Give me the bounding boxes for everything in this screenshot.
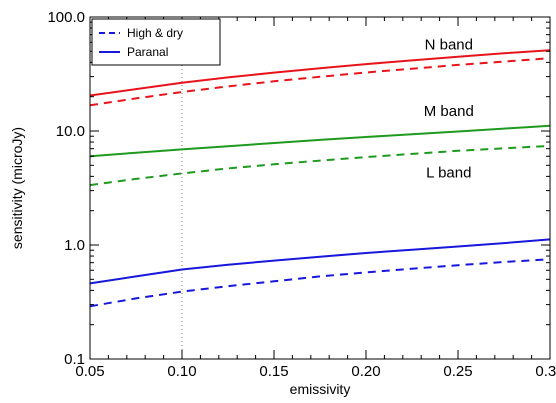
- series-line-n-band-paranal: [89, 49, 551, 97]
- y-tick-label: 10.0: [56, 123, 85, 140]
- series-line-l-band-paranal: [89, 238, 551, 285]
- y-tick-label: 0.1: [64, 351, 85, 368]
- series-line-l-band-high-dry: [89, 258, 551, 308]
- x-tick-label: 0.30: [535, 363, 556, 380]
- legend: High & dry Paranal: [91, 18, 221, 66]
- x-tick-label: 0.20: [351, 363, 380, 380]
- annotation-l-band: L band: [426, 165, 471, 182]
- series-line-m-band-high-dry: [89, 144, 551, 187]
- y-axis-title: sensitivity (microJy): [9, 127, 25, 249]
- annotation-m-band: M band: [424, 103, 474, 120]
- y-tick-label: 1.0: [64, 237, 85, 254]
- plot-frame: [89, 16, 551, 360]
- legend-entry-paranal: Paranal: [127, 45, 168, 59]
- series-line-m-band-paranal: [89, 124, 551, 158]
- legend-box: [91, 18, 221, 66]
- annotation-n-band: N band: [425, 36, 473, 53]
- x-tick-label: 0.25: [443, 363, 472, 380]
- x-tick-label: 0.15: [259, 363, 288, 380]
- x-axis-title: emissivity: [290, 381, 351, 397]
- legend-entry-high-dry: High & dry: [127, 26, 183, 40]
- series-line-n-band-high-dry: [89, 57, 551, 107]
- y-tick-label: 100.0: [47, 9, 85, 26]
- x-tick-label: 0.10: [167, 363, 196, 380]
- x-tick-label: 0.05: [75, 363, 104, 380]
